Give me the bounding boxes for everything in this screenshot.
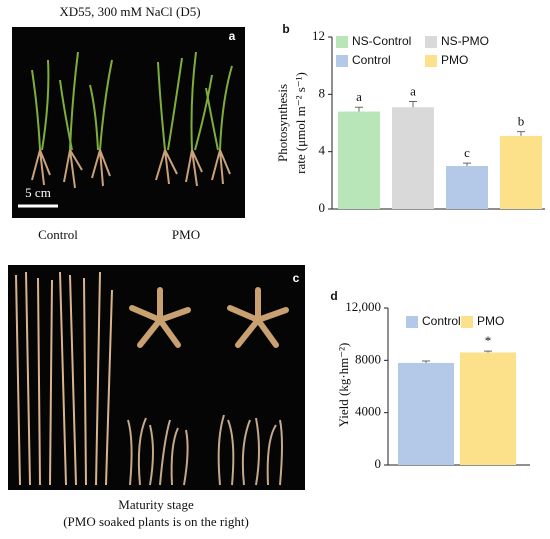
panel-letter: a [229, 29, 236, 43]
panel-letter: b [282, 22, 289, 36]
legend-swatch [461, 316, 473, 328]
y-tick-label: 8000 [355, 351, 381, 366]
legend-label: NS-Control [352, 34, 411, 48]
legend-label: NS-PMO [441, 34, 489, 48]
bar [446, 166, 488, 209]
bar [398, 362, 454, 465]
bar [500, 135, 542, 209]
y-axis-label: rate (μmol m⁻² s⁻¹) [293, 72, 308, 174]
photo-caption: PMO [172, 227, 200, 242]
legend-swatch [336, 55, 348, 67]
y-axis-label: Yield (kg·hm⁻²) [336, 343, 351, 428]
bar [338, 111, 380, 209]
annotation: * [485, 333, 492, 348]
error-bar [409, 101, 417, 108]
legend-swatch [406, 316, 418, 328]
error-bar [355, 106, 363, 112]
y-tick-label: 0 [319, 200, 326, 215]
y-tick-label: 12,000 [345, 299, 381, 314]
legend-label: PMO [477, 314, 504, 328]
y-tick-label: 4000 [355, 404, 381, 419]
bar [392, 107, 434, 209]
annotation: c [464, 145, 470, 160]
y-tick-label: 4 [319, 143, 326, 158]
legend-swatch [425, 36, 437, 48]
legend-label: Control [352, 53, 391, 67]
legend-swatch [425, 55, 437, 67]
photo-caption: Control [38, 227, 78, 242]
y-tick-label: 8 [319, 85, 326, 100]
error-bar [517, 131, 525, 136]
bar [460, 352, 516, 465]
legend-label: Control [422, 314, 461, 328]
panel-letter: c [293, 271, 300, 285]
panel-title: XD55, 300 mM NaCl (D5) [59, 4, 200, 19]
legend-label: PMO [441, 53, 468, 67]
y-axis-label: Photosynthesis [275, 84, 290, 162]
error-bar [463, 162, 471, 166]
y-tick-label: 0 [375, 456, 382, 471]
photo-a: 5 cm a [12, 27, 245, 218]
annotation: a [356, 89, 362, 104]
panel-letter: d [330, 289, 337, 303]
error-bar [422, 360, 430, 363]
error-bar [484, 350, 492, 353]
annotation: b [518, 114, 525, 129]
legend-swatch [336, 36, 348, 48]
annotation: a [410, 83, 416, 98]
photo-caption: Maturity stage [118, 497, 194, 512]
scale-label: 5 cm [25, 185, 51, 200]
photo-c: c [8, 265, 305, 490]
y-tick-label: 12 [312, 28, 325, 43]
photo-caption: (PMO soaked plants is on the right) [63, 514, 249, 529]
